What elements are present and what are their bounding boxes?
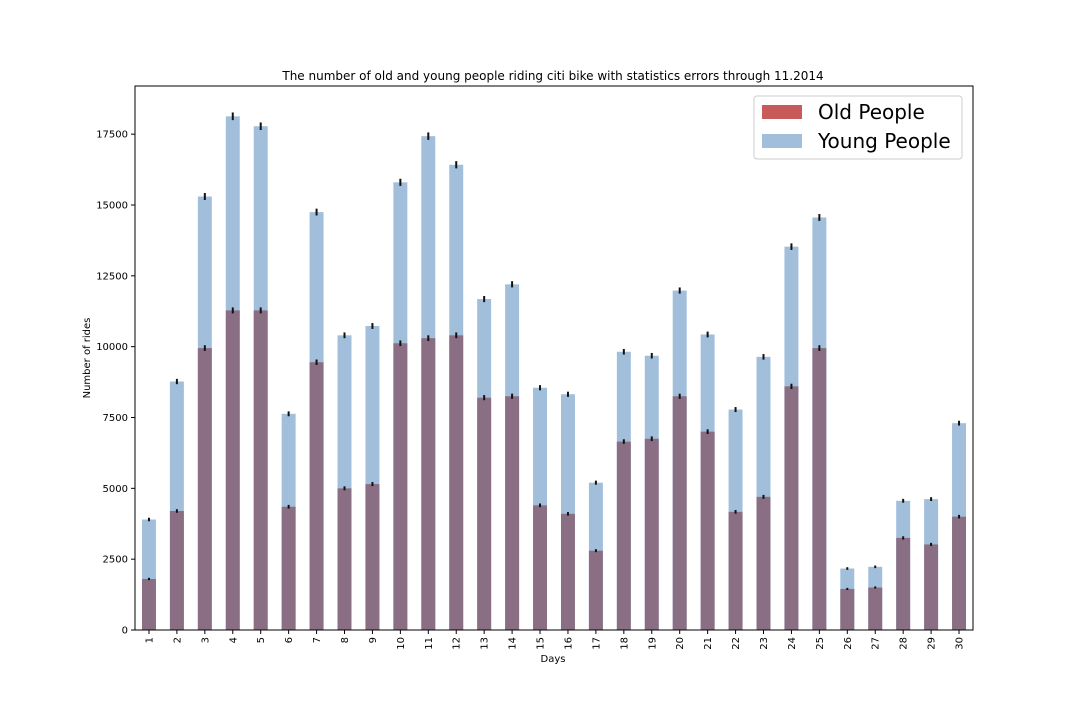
bar-old-day-14: [505, 396, 520, 630]
bar-old-day-15: [533, 505, 548, 630]
legend-box: [753, 95, 963, 160]
bar-old-day-8: [337, 488, 352, 630]
x-axis: 1 2 3 4 5 6 7 8 9 10 11 12 13 14 15 16 17 18 19 20 21 22 23 24 2…: [144, 630, 966, 650]
x-tick-label: 18: [619, 637, 630, 650]
bar-old-day-3: [197, 348, 212, 630]
bar-old-day-26: [840, 588, 855, 630]
bar-old-day-9: [365, 484, 380, 630]
x-tick-label: 14: [508, 637, 519, 650]
bar-old-day-19: [644, 438, 659, 630]
bar-old-day-1: [141, 579, 156, 630]
legend-label-young-people: Young People: [817, 129, 951, 153]
bar-old-day-20: [672, 396, 687, 630]
bar-old-day-24: [784, 386, 799, 630]
bars-layer: [141, 116, 967, 631]
bar-old-day-30: [952, 516, 967, 630]
legend-label-old-people: Old People: [818, 100, 925, 124]
bar-old-day-29: [924, 544, 939, 630]
x-tick-label: 26: [843, 637, 854, 650]
x-tick-label: 2: [172, 637, 183, 643]
legend-swatch-young-people: [762, 134, 802, 148]
y-tick-label: 12500: [96, 271, 128, 282]
x-tick-label: 22: [731, 637, 742, 650]
x-tick-label: 27: [871, 637, 882, 650]
x-tick-label: 7: [312, 637, 323, 643]
chart-title: The number of old and young people ridin…: [281, 69, 823, 83]
bar-old-day-7: [309, 362, 324, 630]
bar-old-day-11: [421, 338, 436, 630]
y-tick-label: 7500: [103, 413, 128, 424]
y-tick-label: 17500: [96, 130, 128, 141]
x-tick-label: 4: [228, 637, 239, 643]
bar-old-day-5: [253, 310, 268, 630]
bar-old-day-16: [560, 513, 575, 630]
x-tick-label: 24: [787, 637, 798, 650]
x-tick-label: 30: [955, 637, 966, 650]
x-axis-label: Days: [541, 654, 566, 665]
x-tick-label: 9: [368, 637, 379, 643]
x-tick-label: 3: [200, 637, 211, 643]
bar-old-day-6: [281, 506, 296, 630]
y-tick-label: 5000: [103, 484, 128, 495]
error-bars-layer: [147, 112, 961, 590]
bar-old-day-28: [896, 537, 911, 630]
x-tick-label: 29: [927, 637, 938, 650]
x-tick-label: 5: [256, 637, 267, 643]
legend: Old People Young People: [753, 95, 963, 160]
bar-old-day-2: [169, 511, 184, 630]
x-tick-label: 16: [563, 637, 574, 650]
x-tick-label: 15: [536, 637, 547, 650]
bar-old-day-23: [756, 496, 771, 630]
bar-old-day-12: [449, 335, 464, 630]
y-axis-label: Number of rides: [82, 318, 93, 399]
legend-swatch-old-people: [762, 105, 802, 119]
bar-old-day-13: [477, 397, 492, 630]
x-tick-label: 25: [815, 637, 826, 650]
x-tick-label: 13: [480, 637, 491, 650]
x-tick-label: 10: [396, 637, 407, 650]
y-tick-label: 15000: [96, 201, 128, 212]
y-axis: 0 2500 5000 7500 10000 12500 15000 17500: [96, 130, 135, 637]
bar-old-day-22: [728, 511, 743, 630]
x-tick-label: 28: [899, 637, 910, 650]
x-tick-label: 11: [424, 637, 435, 650]
x-tick-label: 12: [452, 637, 463, 650]
x-tick-label: 6: [284, 637, 295, 643]
y-tick-label: 2500: [103, 555, 128, 566]
plot-frame: [134, 85, 974, 631]
bar-old-day-21: [700, 431, 715, 630]
bar-old-day-18: [616, 441, 631, 630]
bar-old-day-27: [868, 587, 883, 630]
bar-old-day-10: [393, 343, 408, 630]
bar-old-day-17: [588, 550, 603, 630]
bar-old-day-4: [225, 310, 240, 630]
bar-old-day-25: [812, 348, 827, 630]
x-tick-label: 1: [144, 637, 155, 643]
x-tick-label: 8: [340, 637, 351, 643]
x-tick-label: 23: [759, 637, 770, 650]
x-tick-label: 20: [675, 637, 686, 650]
x-tick-label: 19: [647, 637, 658, 650]
x-tick-label: 17: [591, 637, 602, 650]
y-tick-label: 0: [122, 626, 128, 637]
y-tick-label: 10000: [96, 342, 128, 353]
x-tick-label: 21: [703, 637, 714, 650]
